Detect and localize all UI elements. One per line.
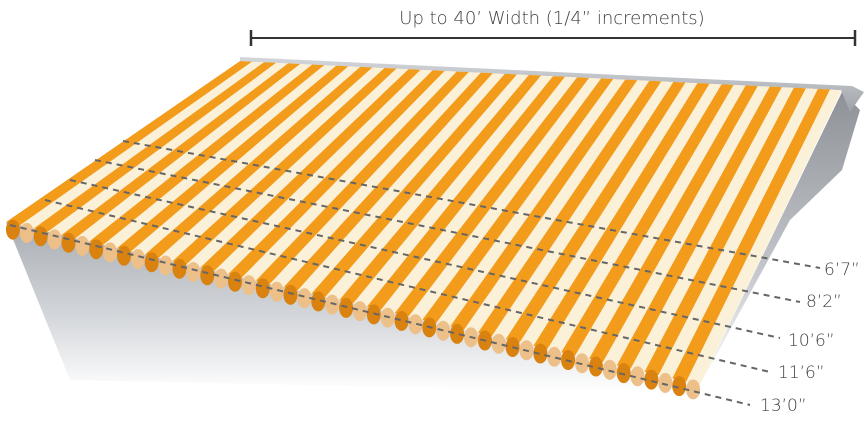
canopy-stripe (89, 64, 325, 245)
valance-scallop (672, 376, 687, 397)
valance-scallop (630, 366, 645, 387)
valance-scallop (408, 314, 423, 335)
projection-label-4: 11’6” (778, 363, 825, 383)
valance-scallop (33, 226, 48, 247)
width-label: Up to 40’ Width (1/4” increments) (399, 8, 704, 29)
canopy-stripe (228, 70, 445, 278)
projection-line-2 (94, 159, 801, 303)
valance-scallop (339, 297, 354, 318)
valance-scallop (269, 281, 284, 302)
valance-scallop (658, 372, 673, 393)
awning-side-shadow (700, 92, 860, 385)
projection-line-3 (69, 179, 781, 339)
canopy-stripe (33, 62, 277, 232)
canopy-stripe (616, 86, 782, 369)
canopy-stripe (311, 73, 517, 297)
projection-label-3: 10’6” (788, 331, 835, 351)
projection-lines (9, 140, 821, 406)
valance-scallop (75, 235, 90, 256)
projection-line-4 (44, 199, 771, 373)
valance-scallop (588, 356, 603, 377)
valance-scallop (644, 369, 659, 390)
valance-scallop (200, 265, 215, 286)
canopy-stripe (533, 83, 710, 350)
canopy-stripe (450, 79, 638, 330)
valance-scallop (241, 275, 256, 296)
valance-scallop (117, 245, 131, 266)
valance-scallop (602, 359, 617, 380)
canopy-stripe (6, 61, 253, 226)
canopy-stripe (283, 72, 493, 291)
valance-scallop (547, 346, 562, 367)
projection-label-5: 13’0” (760, 396, 807, 416)
valance-scallop (214, 268, 229, 289)
valance-scallop (352, 301, 367, 322)
projection-line-1 (122, 140, 821, 269)
valance-scallop (61, 232, 76, 253)
valance-scallop (47, 229, 62, 250)
canopy-stripe (672, 88, 830, 382)
valance-scallop (394, 310, 409, 331)
roller-bar (240, 57, 864, 112)
projection-labels: 6’7” 8’2” 10’6” 11’6” 13’0” (760, 260, 860, 416)
valance-scallop (103, 242, 118, 263)
valance-scallop (130, 249, 145, 269)
canopy-stripe (255, 71, 469, 284)
canopy-stripe (505, 81, 686, 343)
canopy-stripe (477, 80, 662, 337)
valance-scallop (325, 294, 340, 315)
valance-scallop (144, 252, 159, 273)
valance-scallop (19, 222, 34, 243)
projection-label-1: 6’7” (824, 260, 860, 280)
valance-scallop (533, 343, 548, 364)
canopy-stripe (588, 85, 758, 363)
canopy-stripe (339, 74, 541, 304)
valance-scallop (5, 219, 20, 240)
canopy-stripe (366, 76, 566, 311)
canopy-stripe (561, 84, 734, 356)
valance-scallop (255, 278, 270, 299)
valance-scallop (686, 379, 701, 400)
valance-scallop (283, 284, 298, 305)
valance-scallop (172, 258, 187, 279)
canopy-stripe (644, 87, 806, 376)
valance-scallop (491, 333, 506, 354)
valance-scallop (89, 239, 104, 260)
canopy-stripe (394, 77, 590, 317)
valance-scallop (158, 255, 173, 276)
valance-scallop (297, 288, 312, 309)
valance-scallop (228, 271, 242, 292)
projection-line-5 (9, 224, 751, 406)
canopy-stripe (172, 67, 397, 265)
valance-scallop (311, 291, 326, 312)
valance-scallop (616, 363, 631, 384)
valance-scallop (450, 323, 465, 344)
width-dimension-line (249, 30, 857, 46)
valance-scallop (186, 262, 201, 282)
canopy-stripe (422, 78, 614, 324)
canopy-stripe (117, 65, 349, 252)
projection-label-2: 8’2” (806, 292, 842, 312)
